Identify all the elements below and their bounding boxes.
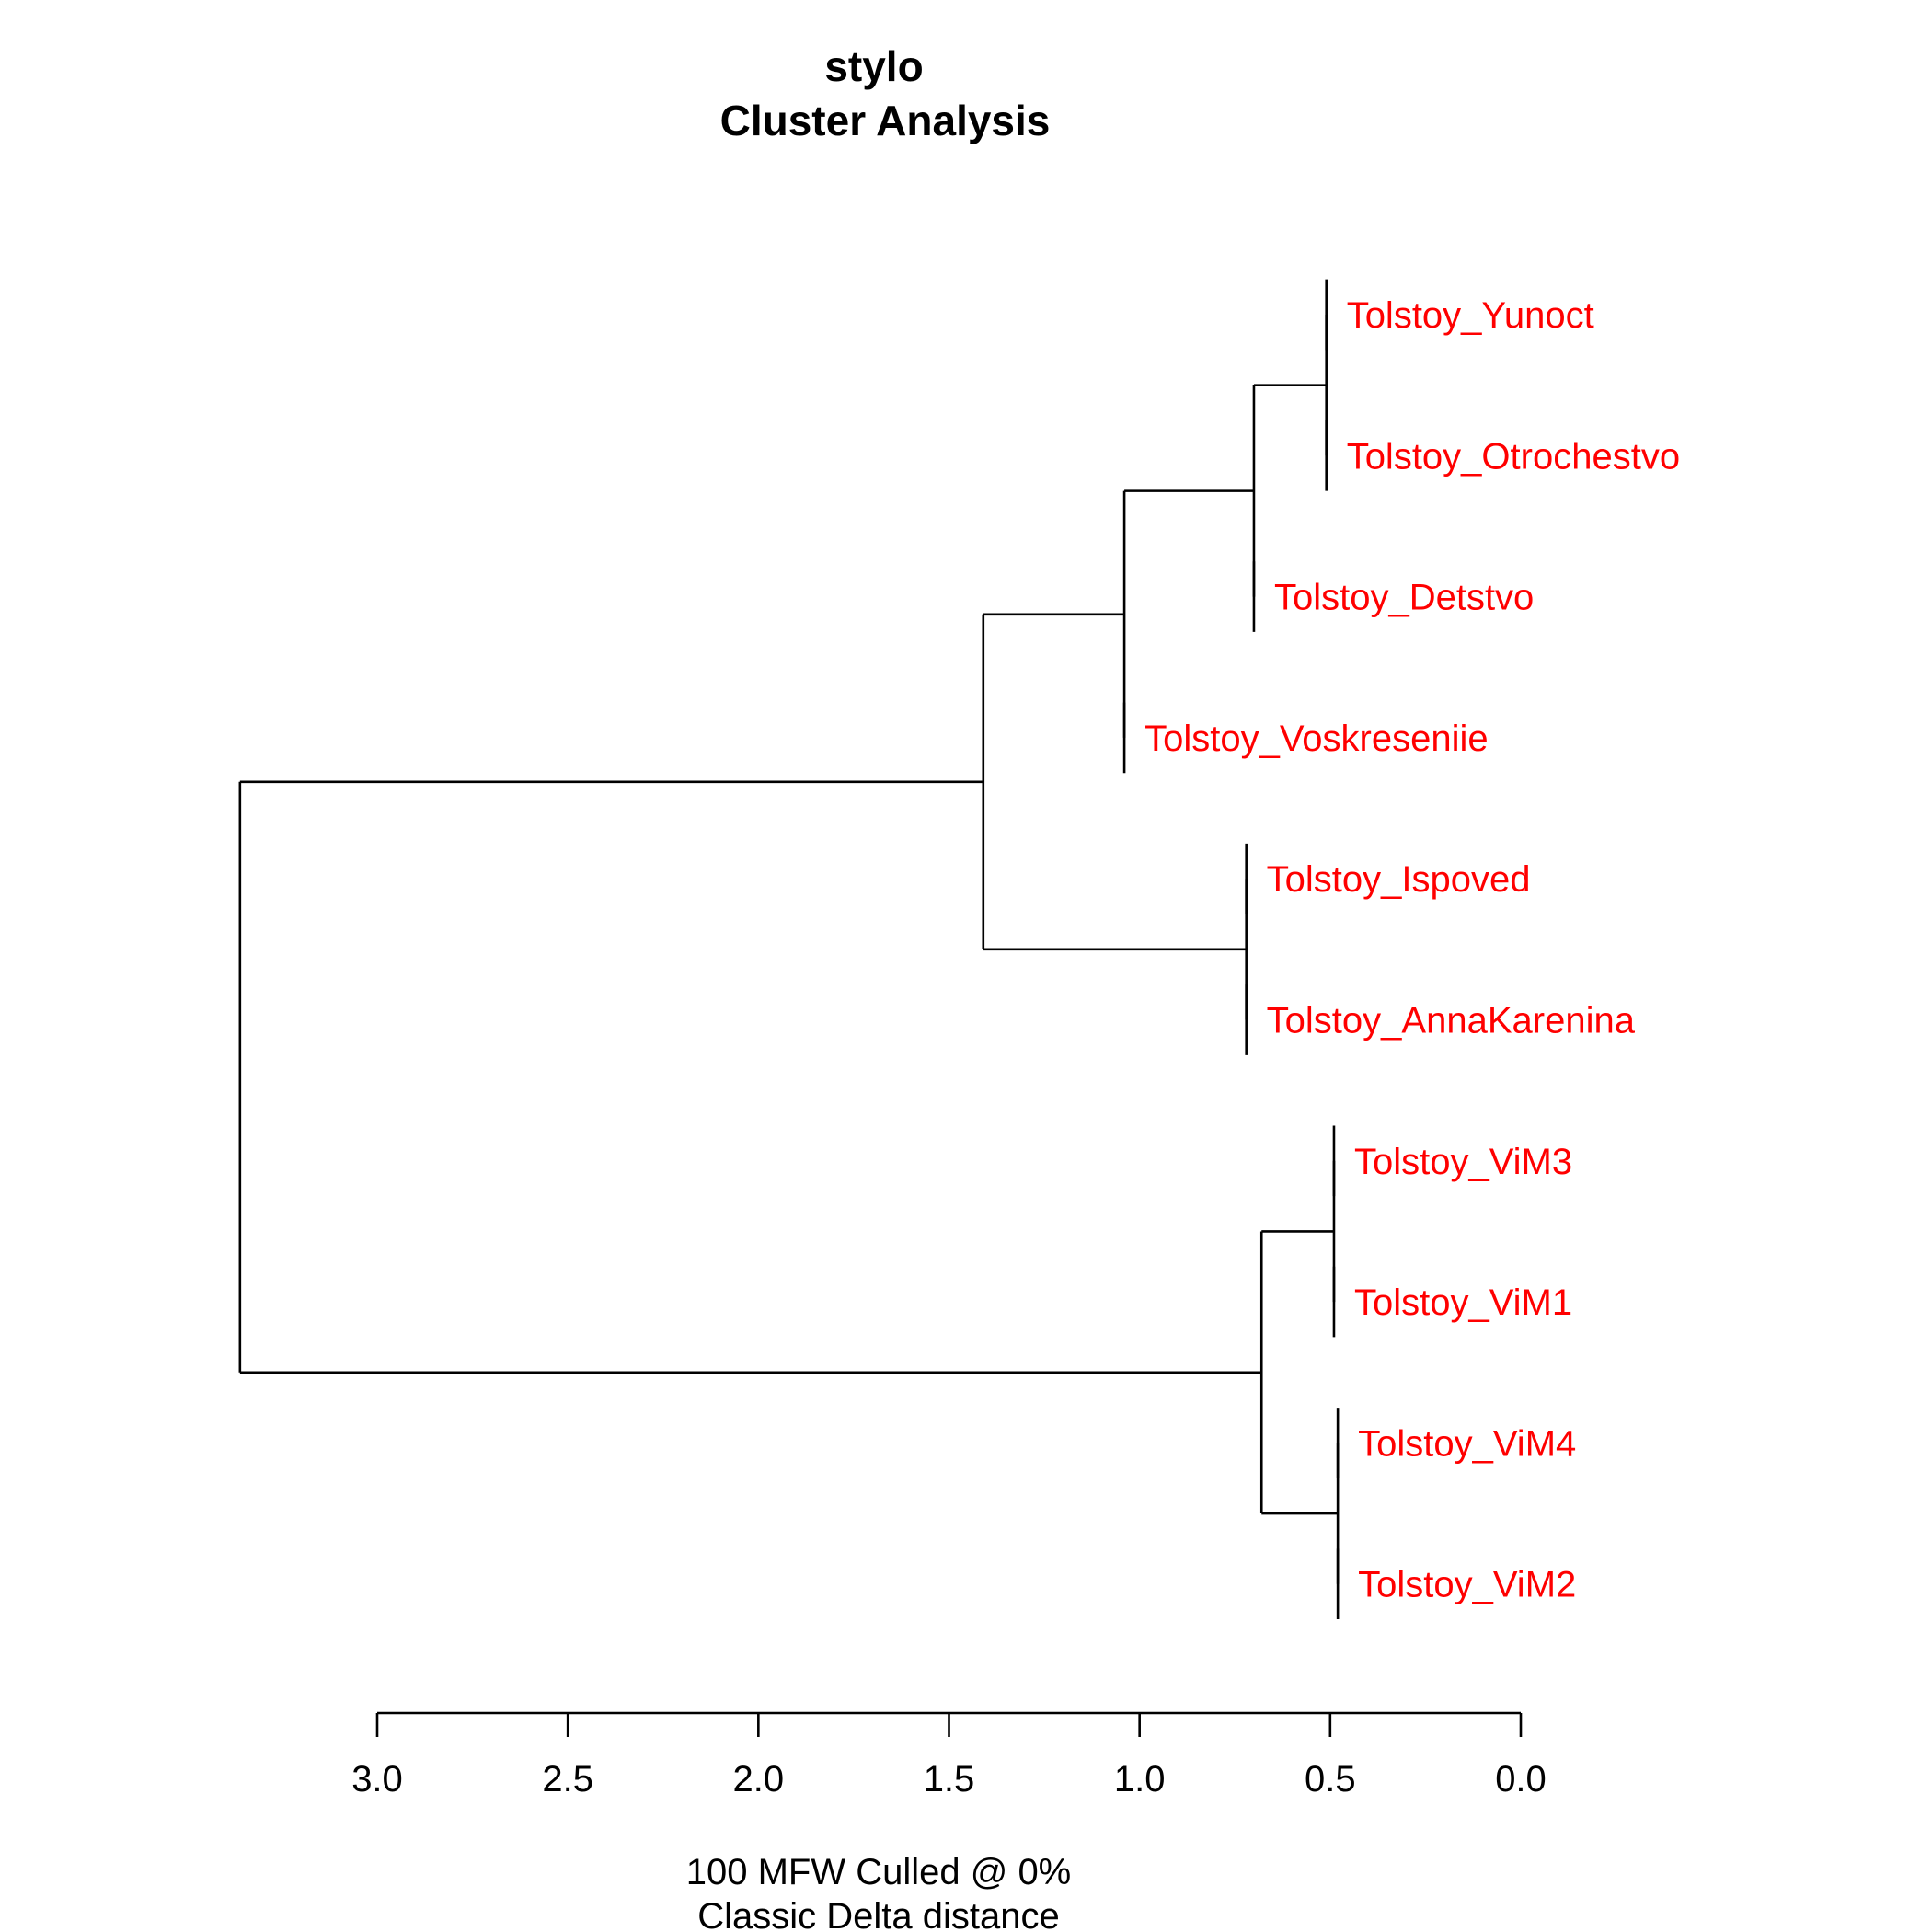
x-tick-label: 1.5 xyxy=(924,1759,975,1800)
x-tick-label: 0.5 xyxy=(1305,1759,1356,1800)
leaf-label: Tolstoy_ViM4 xyxy=(1358,1423,1576,1464)
leaf-label: Tolstoy_Ispoved xyxy=(1267,859,1531,900)
leaf-label: Tolstoy_AnnaKarenina xyxy=(1267,1001,1636,1041)
leaf-labels: Tolstoy_Yunoct Tolstoy_Otrochestvo Tolstoy… xyxy=(1144,295,1680,1605)
leaf-label: Tolstoy_Voskreseniie xyxy=(1144,719,1489,759)
leaf-label: Tolstoy_Yunoct xyxy=(1347,295,1594,336)
x-tick-label: 2.0 xyxy=(733,1759,785,1800)
x-tick-label: 0.0 xyxy=(1495,1759,1547,1800)
x-tick-label: 3.0 xyxy=(351,1759,403,1800)
x-axis-label-line1: 100 MFW Culled @ 0% xyxy=(686,1852,1072,1892)
chart-title: stylo xyxy=(824,42,923,90)
leaf-label: Tolstoy_ViM2 xyxy=(1358,1565,1576,1605)
x-axis: 3.0 2.5 2.0 1.5 1.0 0.5 0.0 xyxy=(351,1711,1547,1800)
leaf-label: Tolstoy_Detstvo xyxy=(1274,578,1534,618)
dendrogram-branches xyxy=(238,279,1340,1620)
x-tick-label: 2.5 xyxy=(542,1759,593,1800)
chart-subtitle: Cluster Analysis xyxy=(720,97,1051,144)
leaf-label: Tolstoy_Otrochestvo xyxy=(1347,436,1680,477)
x-axis-label-line2: Classic Delta distance xyxy=(697,1896,1060,1932)
leaf-label: Tolstoy_ViM1 xyxy=(1354,1282,1572,1323)
x-tick-label: 1.0 xyxy=(1114,1759,1166,1800)
leaf-label: Tolstoy_ViM3 xyxy=(1354,1142,1572,1182)
